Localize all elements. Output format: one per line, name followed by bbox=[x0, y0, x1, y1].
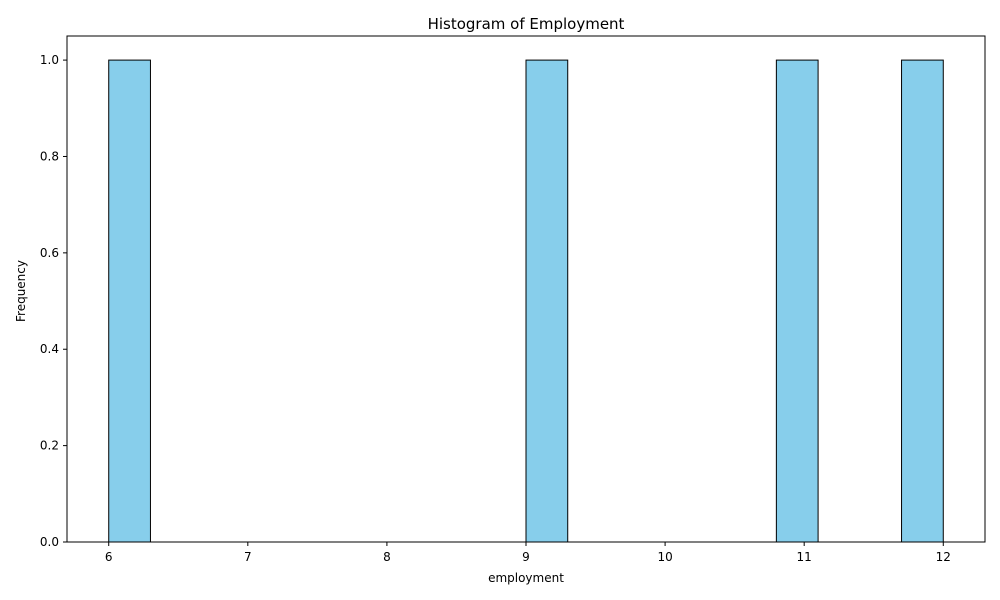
x-tick-label: 11 bbox=[797, 550, 812, 564]
x-tick-label: 9 bbox=[522, 550, 530, 564]
histogram-bar bbox=[525, 59, 569, 543]
y-tick-label: 0.8 bbox=[40, 149, 59, 163]
histogram-bar bbox=[901, 59, 944, 543]
x-tick-label: 12 bbox=[936, 550, 951, 564]
y-tick-label: 0.4 bbox=[40, 342, 59, 356]
histogram-bar bbox=[775, 59, 819, 543]
x-axis-label: employment bbox=[488, 571, 564, 585]
x-tick-label: 6 bbox=[105, 550, 113, 564]
y-tick-label: 0.0 bbox=[40, 535, 59, 549]
y-axis-label: Frequency bbox=[14, 260, 28, 322]
x-tick-label: 10 bbox=[657, 550, 672, 564]
x-tick-label: 8 bbox=[383, 550, 391, 564]
y-tick-label: 1.0 bbox=[40, 53, 59, 67]
chart-title: Histogram of Employment bbox=[428, 15, 625, 33]
y-tick-label: 0.2 bbox=[40, 439, 59, 453]
histogram-bar bbox=[108, 59, 151, 543]
bars-layer bbox=[108, 59, 944, 543]
x-tick-label: 7 bbox=[244, 550, 252, 564]
y-tick-label: 0.6 bbox=[40, 246, 59, 260]
axes-layer: 6 7 8 9 10 11 12 0.0 0.2 0.4 0.6 0.8 1.0 bbox=[40, 35, 986, 564]
